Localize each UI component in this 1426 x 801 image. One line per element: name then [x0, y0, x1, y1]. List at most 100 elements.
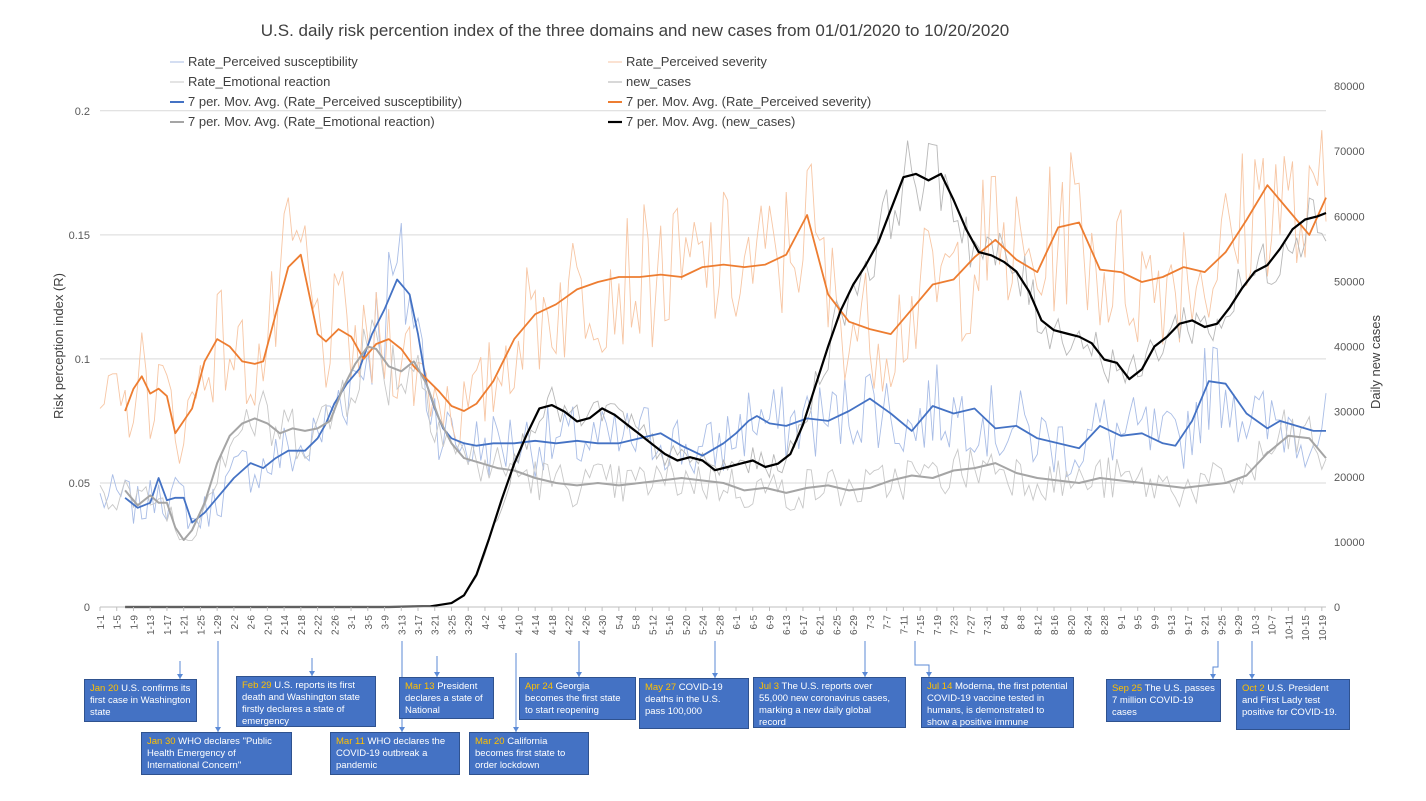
event-date: Jul 14 [927, 681, 953, 692]
y2-tick-label: 0 [1334, 602, 1340, 614]
event-connectors [177, 641, 1255, 732]
event-date: Mar 13 [405, 681, 435, 692]
x-tick-label: 2-2 [230, 615, 241, 630]
y2-tick-label: 20000 [1334, 472, 1365, 484]
legend: Rate_Perceived susceptibility Rate_Percei… [170, 54, 871, 129]
x-tick-label: 3-21 [431, 615, 442, 635]
event-connector-arrow [712, 673, 718, 678]
x-tick-label: 3-29 [464, 615, 475, 635]
x-tick-label: 9-13 [1167, 615, 1178, 635]
x-tick-label: 6-13 [782, 615, 793, 635]
x-tick-label: 3-5 [364, 615, 375, 630]
event-box: Jan 30 WHO declares "Public Health Emerg… [141, 732, 292, 775]
raw-line-emotional [99, 319, 1327, 541]
event-connector [1212, 641, 1219, 679]
x-tick-label: 7-27 [966, 615, 977, 635]
y2-tick-label: 10000 [1334, 537, 1365, 549]
event-box: Mar 20 California becomes first state to… [469, 732, 589, 775]
x-tick-label: 9-1 [1117, 615, 1128, 630]
x-tick-label: 2-6 [247, 615, 258, 630]
x-tick-label: 4-26 [581, 615, 592, 635]
x-tick-label: 9-9 [1150, 615, 1161, 630]
event-connector-arrow [1210, 674, 1216, 679]
x-tick-label: 3-13 [397, 615, 408, 635]
event-text: WHO declares "Public Health Emergency of… [147, 736, 272, 771]
x-tick-label: 4-10 [514, 615, 525, 635]
y-tick-label: 0.1 [75, 354, 90, 366]
legend-label: Rate_Perceived susceptibility [188, 54, 358, 69]
x-tick-label: 9-5 [1134, 615, 1145, 630]
x-tick-label: 9-17 [1184, 615, 1195, 635]
legend-label: 7 per. Mov. Avg. (Rate_Perceived suscept… [188, 94, 462, 109]
event-text: WHO declares the COVID-19 outbreak a pan… [336, 736, 446, 771]
x-tick-label: 5-4 [615, 615, 626, 630]
x-tick-label: 3-1 [347, 615, 358, 630]
x-tick-label: 3-17 [414, 615, 425, 635]
event-text: U.S. President and First Lady test posit… [1242, 683, 1338, 718]
legend-label: Rate_Perceived severity [626, 54, 767, 69]
x-tick-label: 4-6 [498, 615, 509, 630]
y2-tick-label: 30000 [1334, 407, 1365, 419]
raw-line-susceptibility [99, 223, 1327, 530]
x-tick-label: 2-22 [314, 615, 325, 635]
event-date: Mar 11 [336, 736, 365, 747]
x-tick-label: 5-20 [682, 615, 693, 635]
x-tick-label: 8-12 [1033, 615, 1044, 635]
ma-line-susceptibility [124, 278, 1326, 524]
event-connector-arrow [513, 727, 519, 732]
x-tick-label: 5-24 [699, 615, 710, 635]
x-tick-label: 1-5 [113, 615, 124, 630]
x-tick-label: 7-23 [950, 615, 961, 635]
event-date: Mar 20 [475, 736, 505, 747]
x-tick-label: 10-3 [1251, 615, 1262, 635]
event-date: Jan 30 [147, 736, 176, 747]
event-text: President declares a state of National E… [405, 681, 483, 718]
x-tick-label: 2-14 [280, 615, 291, 635]
event-date: Sep 25 [1112, 683, 1143, 694]
legend-label: 7 per. Mov. Avg. (Rate_Emotional reactio… [188, 114, 435, 129]
x-tick-label: 1-21 [180, 615, 191, 635]
x-tick-label: 6-1 [732, 615, 743, 630]
x-tick-label: 6-29 [849, 615, 860, 635]
y2-tick-label: 40000 [1334, 342, 1365, 354]
event-connector-arrow [1249, 674, 1255, 679]
chart-title: U.S. daily risk percention index of the … [261, 21, 1009, 40]
x-tick-label: 1-13 [146, 615, 157, 635]
event-date: Jan 20 [90, 683, 119, 694]
x-tick-label: 1-29 [213, 615, 224, 635]
x-tick-label: 2-10 [263, 615, 274, 635]
x-tick-label: 8-16 [1050, 615, 1061, 635]
y-axis-label: Risk perception index (R) [51, 273, 66, 419]
event-text: Georgia becomes the first state to start… [525, 681, 621, 716]
x-tick-label: 5-12 [648, 615, 659, 635]
ma-line-severity [124, 184, 1327, 435]
x-tick-label: 10-15 [1301, 615, 1312, 641]
y2-tick-label: 60000 [1334, 211, 1365, 223]
event-text: The U.S. reports over 55,000 new coronav… [759, 681, 890, 728]
x-tick-label: 4-18 [548, 615, 559, 635]
raw-series [99, 130, 1327, 608]
event-date: Oct 2 [1242, 683, 1265, 694]
event-box: May 27 COVID-19 deaths in the U.S. pass … [639, 678, 749, 729]
x-tick-label: 7-31 [983, 615, 994, 635]
event-connector-arrow [215, 727, 221, 732]
event-connector-arrow [434, 672, 440, 677]
x-tick-label: 6-9 [765, 615, 776, 630]
x-tick-label: 8-8 [1017, 615, 1028, 630]
x-tick-label: 10-19 [1318, 615, 1329, 641]
x-tick-label: 1-17 [163, 615, 174, 635]
x-tick-label: 3-25 [447, 615, 458, 635]
x-tick-label: 8-24 [1083, 615, 1094, 635]
event-box: Oct 2 U.S. President and First Lady test… [1236, 679, 1350, 730]
event-box: Jul 14 Moderna, the first potential COVI… [921, 677, 1074, 728]
x-tick-label: 6-25 [832, 615, 843, 635]
x-tick-label: 6-17 [799, 615, 810, 635]
y2-tick-label: 50000 [1334, 276, 1365, 288]
x-tick-label: 8-20 [1067, 615, 1078, 635]
x-tick-label: 6-5 [749, 615, 760, 630]
x-tick-label: 9-21 [1201, 615, 1212, 635]
x-tick-label: 10-7 [1268, 615, 1279, 635]
y-tick-label: 0.05 [69, 478, 90, 490]
x-tick-label: 4-14 [531, 615, 542, 635]
event-box: Jul 3 The U.S. reports over 55,000 new c… [753, 677, 906, 728]
